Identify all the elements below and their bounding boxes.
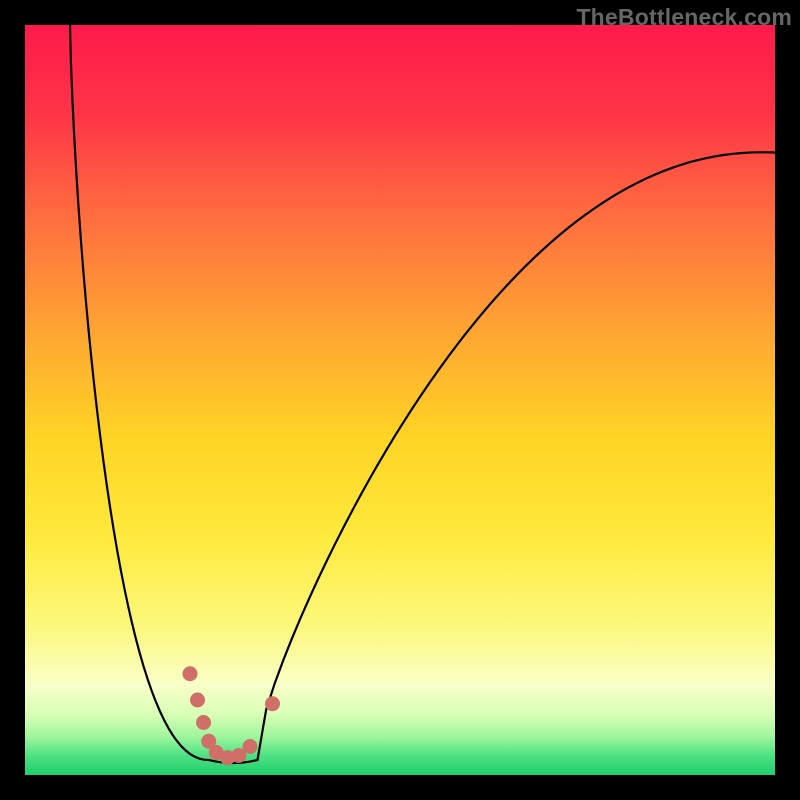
chart-frame: TheBottleneck.com	[0, 0, 800, 800]
gradient-background	[25, 25, 775, 775]
plot-area	[25, 25, 775, 775]
watermark-text: TheBottleneck.com	[576, 4, 792, 31]
